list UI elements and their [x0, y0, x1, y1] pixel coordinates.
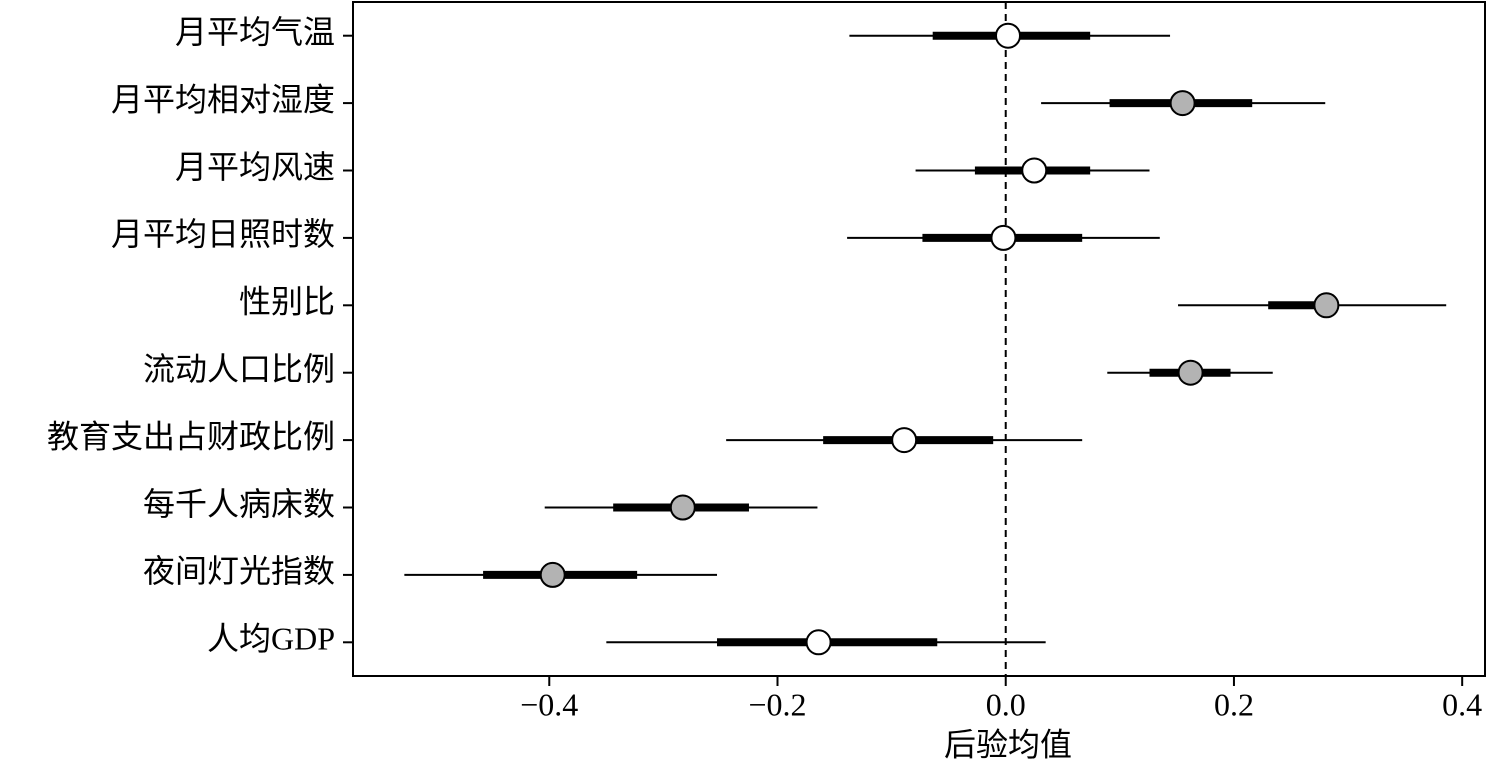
posterior-mean: [995, 22, 1022, 49]
x-tick-label: 0.0: [986, 686, 1026, 722]
posterior-mean: [1177, 359, 1204, 386]
y-tick-label: 夜间灯光指数: [143, 553, 335, 589]
y-tick-label: 月平均相对湿度: [111, 81, 335, 117]
posterior-mean: [990, 224, 1017, 251]
x-tick-label: −0.4: [520, 686, 578, 722]
plot-frame: [352, 1, 1486, 677]
y-tick-label: 教育支出占财政比例: [47, 418, 335, 454]
y-tick-label: 每千人病床数: [143, 486, 335, 522]
y-tick-label: 人均GDP: [207, 621, 335, 657]
x-axis-label: 后验均值: [944, 726, 1072, 762]
y-tick-label: 月平均气温: [175, 14, 335, 50]
x-tick-label: 0.2: [1214, 686, 1254, 722]
y-tick-label: 月平均日照时数: [111, 216, 335, 252]
y-tick-label: 性别比: [239, 284, 335, 320]
posterior-mean: [539, 561, 566, 588]
posterior-mean: [669, 494, 696, 521]
posterior-mean: [1313, 292, 1340, 319]
y-tick-label: 月平均风速: [175, 149, 335, 185]
posterior-mean: [891, 427, 918, 454]
posterior-mean: [805, 629, 832, 656]
y-tick-label: 流动人口比例: [143, 351, 335, 387]
posterior-mean: [1169, 90, 1196, 117]
x-tick-label: −0.2: [748, 686, 806, 722]
x-tick-label: 0.4: [1442, 686, 1482, 722]
posterior-mean: [1021, 157, 1048, 184]
